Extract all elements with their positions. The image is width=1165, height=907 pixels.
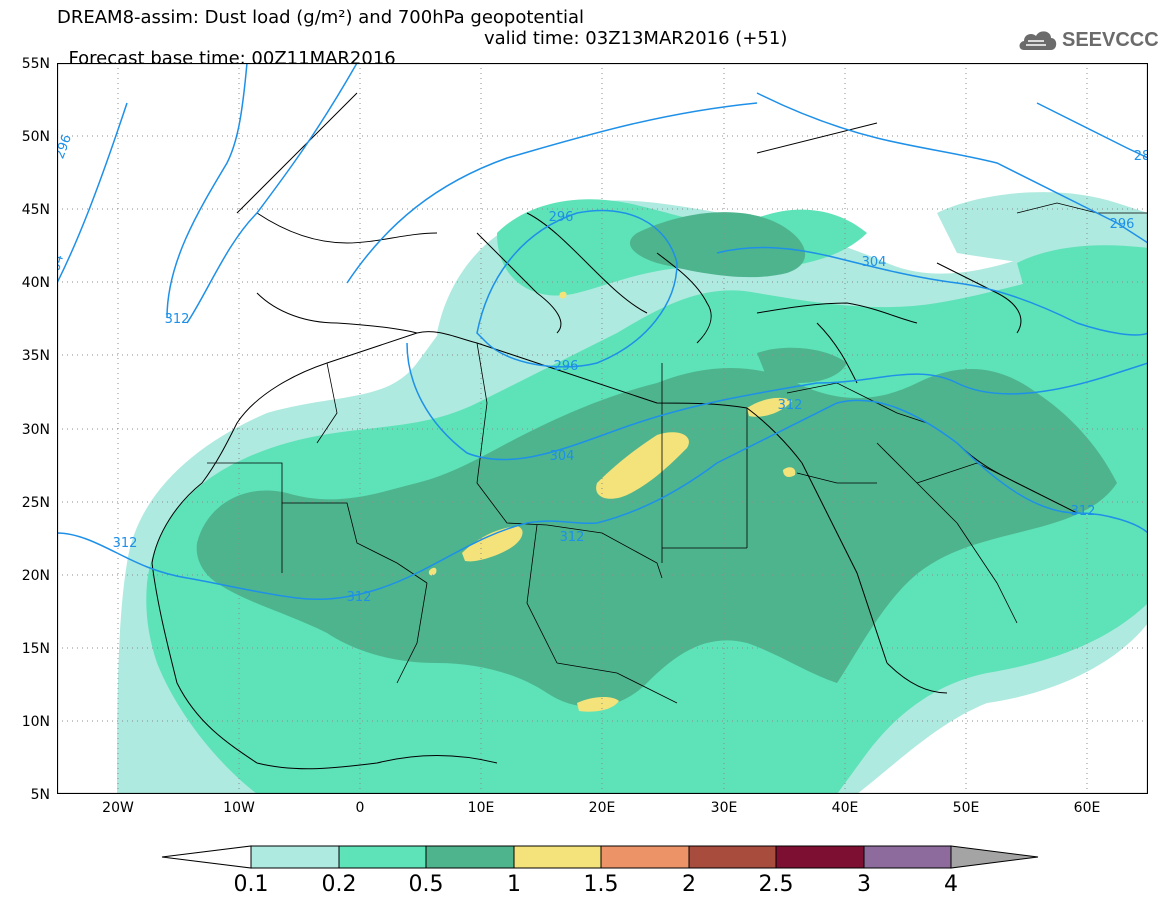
colorbar-label: 3 bbox=[857, 872, 871, 897]
colorbar-label: 2 bbox=[682, 872, 696, 897]
lat-label: 20N bbox=[21, 568, 50, 584]
colorbar-swatch bbox=[425, 845, 515, 869]
colorbar-label: 4 bbox=[944, 872, 958, 897]
contour-label: 28 bbox=[1134, 149, 1148, 164]
contour-label: 312 bbox=[560, 530, 585, 545]
colorbar-label: 1 bbox=[507, 872, 521, 897]
valid-time: valid time: 03Z13MAR2016 (+51) bbox=[484, 28, 788, 49]
lat-label: 40N bbox=[21, 275, 50, 291]
contour-label: 304 bbox=[550, 449, 575, 464]
logo-label: SEEVCCC bbox=[1062, 29, 1159, 51]
lon-label: 40E bbox=[831, 800, 859, 816]
colorbar-label: 0.2 bbox=[321, 872, 357, 897]
colorbar-swatch bbox=[863, 845, 952, 869]
lon-label: 60E bbox=[1073, 800, 1101, 816]
lon-label: 10E bbox=[467, 800, 495, 816]
lat-label: 45N bbox=[21, 202, 50, 218]
contour-label: 312 bbox=[1071, 504, 1096, 519]
contour-label: 304 bbox=[57, 253, 67, 281]
colorbar bbox=[160, 840, 1040, 874]
coastlines bbox=[151, 92, 1078, 770]
colorbar-swatch bbox=[513, 845, 602, 869]
lat-label: 10N bbox=[21, 714, 50, 730]
colorbar-over-triangle bbox=[950, 845, 1039, 869]
graticule bbox=[57, 63, 1148, 794]
lon-label: 0 bbox=[355, 800, 365, 816]
country-borders bbox=[207, 202, 1148, 704]
colorbar-label: 0.1 bbox=[233, 872, 269, 897]
contour-labels: 296 304 312 296 296 304 312 312 304 312 … bbox=[57, 133, 1148, 605]
colorbar-swatch bbox=[338, 845, 427, 869]
lat-label: 55N bbox=[21, 56, 50, 72]
contour-label: 296 bbox=[549, 210, 574, 225]
contour-label: 312 bbox=[165, 312, 190, 327]
colorbar-under-triangle bbox=[161, 845, 252, 869]
colorbar-swatch bbox=[775, 845, 865, 869]
lon-label: 10W bbox=[223, 800, 255, 816]
map-frame bbox=[57, 63, 1148, 794]
contour-label: 296 bbox=[1110, 217, 1135, 232]
contour-label: 312 bbox=[778, 398, 803, 413]
dust-field-high bbox=[428, 291, 796, 712]
lat-label: 35N bbox=[21, 348, 50, 364]
lon-label: 20W bbox=[102, 800, 134, 816]
lon-label: 20E bbox=[588, 800, 616, 816]
seevccc-logo: SEEVCCC bbox=[1016, 26, 1159, 56]
lon-label: 50E bbox=[952, 800, 980, 816]
colorbar-swatch bbox=[600, 845, 690, 869]
lat-label: 25N bbox=[21, 495, 50, 511]
map-title: DREAM8-assim: Dust load (g/m²) and 700hP… bbox=[57, 7, 584, 28]
colorbar-swatch bbox=[250, 845, 340, 869]
colorbar-label: 1.5 bbox=[583, 872, 619, 897]
colorbar-label: 2.5 bbox=[758, 872, 794, 897]
lat-label: 15N bbox=[21, 641, 50, 657]
dust-load-map: 296 304 312 296 296 304 312 312 304 312 … bbox=[57, 63, 1148, 794]
lat-label: 5N bbox=[30, 787, 50, 803]
contour-label: 312 bbox=[113, 536, 138, 551]
lat-label: 30N bbox=[21, 422, 50, 438]
geopotential-contours bbox=[57, 63, 1148, 601]
colorbar-label: 0.5 bbox=[408, 872, 444, 897]
contour-label: 304 bbox=[862, 255, 887, 270]
cloud-icon bbox=[1019, 31, 1057, 50]
colorbar-swatch bbox=[688, 845, 777, 869]
contour-label: 296 bbox=[554, 359, 579, 374]
contour-label: 312 bbox=[347, 590, 372, 605]
lat-label: 50N bbox=[21, 129, 50, 145]
lon-label: 30E bbox=[710, 800, 738, 816]
